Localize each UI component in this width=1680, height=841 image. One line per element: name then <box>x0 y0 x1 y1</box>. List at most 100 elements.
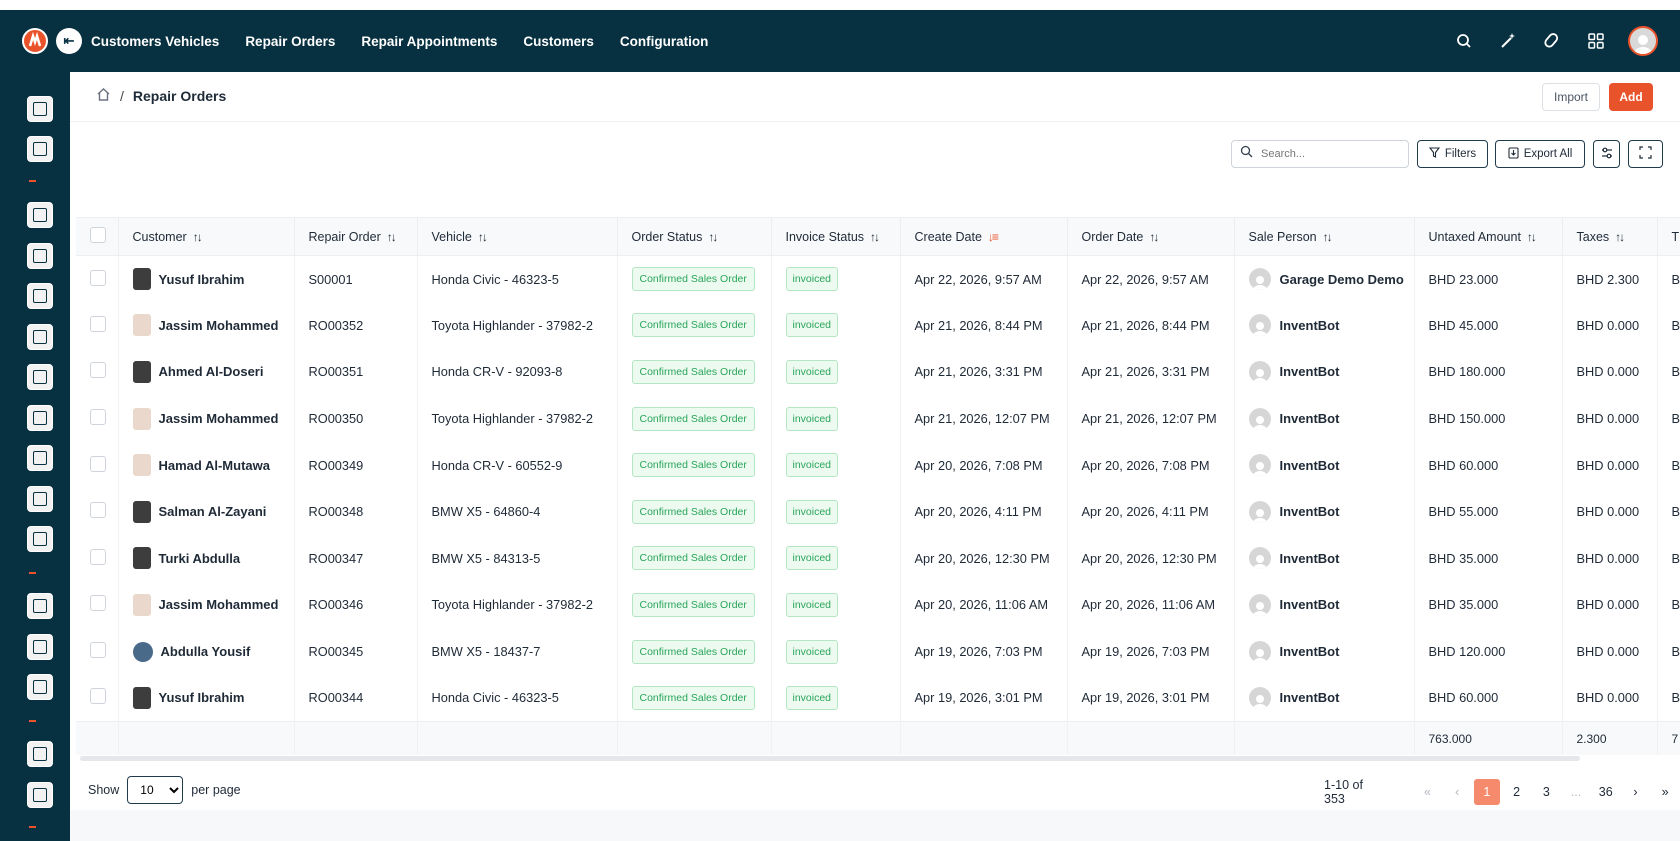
first-page-icon[interactable]: « <box>1424 785 1431 799</box>
table-row[interactable]: Jassim Mohammed RO00346 Toyota Highlander … <box>76 581 1680 629</box>
sidebar-item-gear-icon[interactable] <box>27 741 53 767</box>
row-checkbox[interactable] <box>90 409 106 426</box>
table-row[interactable]: Yusuf Ibrahim RO00344 Honda Civic - 46323-… <box>76 674 1680 722</box>
customer-name[interactable]: Yusuf Ibrahim <box>158 271 245 287</box>
sidebar-item-reports-icon[interactable] <box>27 136 53 162</box>
repair-order-cell[interactable]: RO00350 <box>294 395 418 442</box>
table-row[interactable]: Jassim Mohammed RO00352 Toyota Highlander … <box>76 302 1680 349</box>
repair-order-cell[interactable]: RO00344 <box>294 674 418 722</box>
row-checkbox[interactable] <box>90 548 106 565</box>
col-untaxed-amount[interactable]: Untaxed Amount ↑↓ <box>1414 217 1563 256</box>
customer-name[interactable]: Turki Abdulla <box>158 550 241 566</box>
col-create-date[interactable]: Create Date ↓≡ <box>900 217 1068 256</box>
sidebar-item-settings-doc-icon[interactable] <box>27 283 53 309</box>
app-logo-icon[interactable] <box>22 28 48 54</box>
repair-order-cell[interactable]: S00001 <box>294 255 418 303</box>
sidebar-item-clipboard-icon[interactable] <box>27 782 53 808</box>
nav-repair-orders[interactable]: Repair Orders <box>245 33 336 49</box>
repair-order-cell[interactable]: RO00349 <box>294 441 418 489</box>
paperclip-icon[interactable] <box>1540 29 1564 53</box>
sidebar-item-monitor-icon[interactable] <box>27 674 53 700</box>
row-checkbox[interactable] <box>90 269 106 286</box>
search-input[interactable] <box>1261 148 1401 160</box>
sidebar-item-folder-icon[interactable] <box>27 634 53 660</box>
customer-name[interactable]: Jassim Mohammed <box>158 411 279 427</box>
customer-name[interactable]: Jassim Mohammed <box>158 317 279 333</box>
fullscreen-button[interactable] <box>1628 140 1663 168</box>
customer-name[interactable]: Jassim Mohammed <box>158 597 279 613</box>
last-page-icon[interactable]: » <box>1661 785 1669 799</box>
repair-order-cell[interactable]: RO00352 <box>294 302 418 349</box>
page-36-button[interactable]: 36 <box>1598 785 1613 799</box>
row-checkbox[interactable] <box>90 502 106 519</box>
per-page-select[interactable]: 10 <box>127 776 184 804</box>
sidebar-item-dashboard-icon[interactable] <box>27 96 53 122</box>
table-row[interactable]: Yusuf Ibrahim S00001 Honda Civic - 46323-5… <box>76 255 1680 303</box>
col-taxes[interactable]: Taxes ↑↓ <box>1562 217 1658 256</box>
nav-repair-appointments[interactable]: Repair Appointments <box>361 33 498 49</box>
table-row[interactable]: Abdulla Yousif RO00345 BMW X5 - 18437-7 Con… <box>76 628 1680 675</box>
sidebar-item-inventory-icon[interactable] <box>27 364 53 390</box>
sidebar-item-payments-icon[interactable] <box>27 405 53 431</box>
customer-name[interactable]: Salman Al-Zayani <box>158 504 267 520</box>
add-button[interactable]: Add <box>1609 83 1653 111</box>
column-settings-button[interactable] <box>1593 140 1620 168</box>
col-vehicle[interactable]: Vehicle ↑↓ <box>417 217 618 256</box>
nav-customers-vehicles[interactable]: Customers Vehicles <box>91 33 220 49</box>
next-page-icon[interactable]: › <box>1633 785 1638 799</box>
col-order-date[interactable]: Order Date ↑↓ <box>1067 217 1235 256</box>
repair-order-cell[interactable]: RO00345 <box>294 628 418 675</box>
row-checkbox[interactable] <box>90 455 106 472</box>
sidebar-item-vehicles-icon[interactable] <box>27 526 53 552</box>
row-checkbox[interactable] <box>90 595 106 612</box>
sale-person-avatar <box>1248 360 1271 383</box>
collapse-sidebar-icon[interactable]: ⇤ <box>56 28 82 54</box>
repair-order-cell[interactable]: RO00347 <box>294 535 418 582</box>
export-all-button[interactable]: Export All <box>1495 140 1585 168</box>
sidebar-item-search-icon[interactable] <box>27 445 53 471</box>
repair-order-cell[interactable]: RO00348 <box>294 488 418 536</box>
repair-order-cell[interactable]: RO00346 <box>294 581 418 629</box>
nav-configuration[interactable]: Configuration <box>619 33 709 49</box>
customer-name[interactable]: Ahmed Al-Doseri <box>158 364 264 380</box>
col-order-status[interactable]: Order Status ↑↓ <box>617 217 772 256</box>
sidebar-item-support-icon[interactable] <box>27 593 53 619</box>
col-repair-order[interactable]: Repair Order ↑↓ <box>294 217 418 256</box>
user-avatar[interactable] <box>1628 26 1658 56</box>
order-status-badge: Confirmed Sales Order <box>631 499 755 524</box>
breadcrumb: / Repair Orders <box>96 87 226 104</box>
magic-wand-icon[interactable] <box>1496 29 1520 53</box>
sidebar-item-analytics-icon[interactable] <box>27 243 53 269</box>
repair-order-cell[interactable]: RO00351 <box>294 348 418 396</box>
home-icon[interactable] <box>96 87 111 104</box>
page-1-button[interactable]: 1 <box>1474 779 1500 805</box>
filters-button[interactable]: Filters <box>1417 140 1488 168</box>
row-checkbox[interactable] <box>90 315 106 332</box>
import-button[interactable]: Import <box>1542 83 1600 111</box>
customer-name[interactable]: Yusuf Ibrahim <box>158 690 245 706</box>
col-invoice-status[interactable]: Invoice Status ↑↓ <box>771 217 901 256</box>
table-row[interactable]: Turki Abdulla RO00347 BMW X5 - 84313-5 Conf… <box>76 535 1680 582</box>
table-row[interactable]: Jassim Mohammed RO00350 Toyota Highlander … <box>76 395 1680 442</box>
row-checkbox[interactable] <box>90 688 106 705</box>
table-row[interactable]: Hamad Al-Mutawa RO00349 Honda CR-V - 60552… <box>76 441 1680 489</box>
page-2-button[interactable]: 2 <box>1513 785 1521 799</box>
prev-page-icon[interactable]: ‹ <box>1455 785 1460 799</box>
page-3-button[interactable]: 3 <box>1542 785 1550 799</box>
row-checkbox[interactable] <box>90 362 106 379</box>
col-customer[interactable]: Customer ↑↓ <box>118 217 295 256</box>
sidebar-item-sales-icon[interactable] <box>27 202 53 228</box>
table-row[interactable]: Salman Al-Zayani RO00348 BMW X5 - 64860-4 C… <box>76 488 1680 536</box>
customer-name[interactable]: Hamad Al-Mutawa <box>158 457 270 473</box>
sidebar-item-calendar-icon[interactable] <box>27 486 53 512</box>
horizontal-scrollbar[interactable] <box>80 756 1580 761</box>
table-row[interactable]: Ahmed Al-Doseri RO00351 Honda CR-V - 92093… <box>76 348 1680 396</box>
customer-name[interactable]: Abdulla Yousif <box>160 644 251 660</box>
select-all-checkbox[interactable] <box>90 227 106 243</box>
row-checkbox[interactable] <box>90 642 106 659</box>
sidebar-item-documents-icon[interactable] <box>27 324 53 350</box>
col-sale-person[interactable]: Sale Person ↑↓ <box>1234 217 1415 256</box>
search-icon[interactable] <box>1452 29 1476 53</box>
apps-grid-icon[interactable] <box>1584 29 1608 53</box>
nav-customers[interactable]: Customers <box>523 33 594 49</box>
